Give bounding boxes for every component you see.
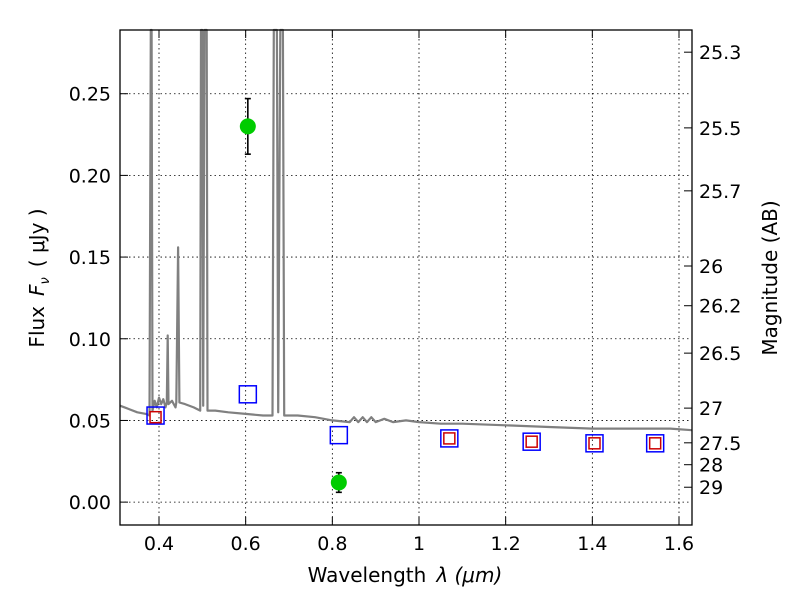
y-tick-label: 0.10 xyxy=(69,329,111,351)
blue-square-marker xyxy=(645,434,665,453)
y2-axis-label: Magnitude (AB) xyxy=(758,200,782,355)
y-tick-label: 0.20 xyxy=(69,165,111,187)
blue-square-marker xyxy=(585,434,604,453)
y2-tick-label: 28 xyxy=(699,455,723,477)
blue-square-marker xyxy=(146,406,165,425)
gridlines xyxy=(120,30,692,525)
green-data-point xyxy=(239,118,256,135)
y2-tick-label: 25.5 xyxy=(699,118,741,140)
x-tick-label: 0.4 xyxy=(144,533,174,555)
y-tick-label: 0.15 xyxy=(69,247,111,269)
y-tick-label: 0.25 xyxy=(69,84,111,106)
y2-tick-label: 29 xyxy=(699,477,723,499)
red-square-marker xyxy=(648,437,662,450)
x-axis-label: Wavelength λ (μm) xyxy=(308,563,503,587)
y-axis-label: FluxFν( μJy ) xyxy=(25,208,53,347)
red-square-marker xyxy=(588,437,601,450)
x-tick-label: 1 xyxy=(413,533,425,555)
x-tick-label: 1.4 xyxy=(577,533,607,555)
blue-square-marker xyxy=(238,385,258,404)
blue-square-marker xyxy=(440,429,459,448)
x-tick-label: 1.6 xyxy=(664,533,694,555)
y2-tick-label: 26.2 xyxy=(699,296,741,318)
y-tick-label: 0.00 xyxy=(69,492,111,514)
red-square-marker xyxy=(525,435,538,448)
y2-tick-label: 25.7 xyxy=(699,181,741,203)
y2-tick-label: 25.3 xyxy=(699,42,741,64)
y2-tick-label: 27.5 xyxy=(699,433,741,455)
x-tick-label: 0.8 xyxy=(317,533,347,555)
model-sed-layer xyxy=(119,28,693,432)
green-data-point xyxy=(330,474,347,491)
data-points-layer xyxy=(146,97,665,494)
y2-tick-label: 26 xyxy=(699,256,723,278)
x-tick-label: 0.6 xyxy=(231,533,261,555)
plot-frame xyxy=(119,29,693,526)
y-tick-label: 0.05 xyxy=(69,410,111,432)
blue-square-marker xyxy=(329,425,349,445)
red-square-marker xyxy=(443,432,456,445)
red-square-marker xyxy=(149,410,162,424)
y2-tick-label: 27 xyxy=(699,398,723,420)
y2-tick-label: 26.5 xyxy=(699,343,741,365)
x-tick-label: 1.2 xyxy=(491,533,521,555)
blue-square-marker xyxy=(522,432,541,451)
tick-labels: 0.4 0.6 0.8 1 1.2 1.4 1.6 0.00 0.05 0.10 0.15 0.20 0… xyxy=(69,42,742,555)
axes xyxy=(119,29,693,526)
model-sed-line xyxy=(119,28,693,432)
